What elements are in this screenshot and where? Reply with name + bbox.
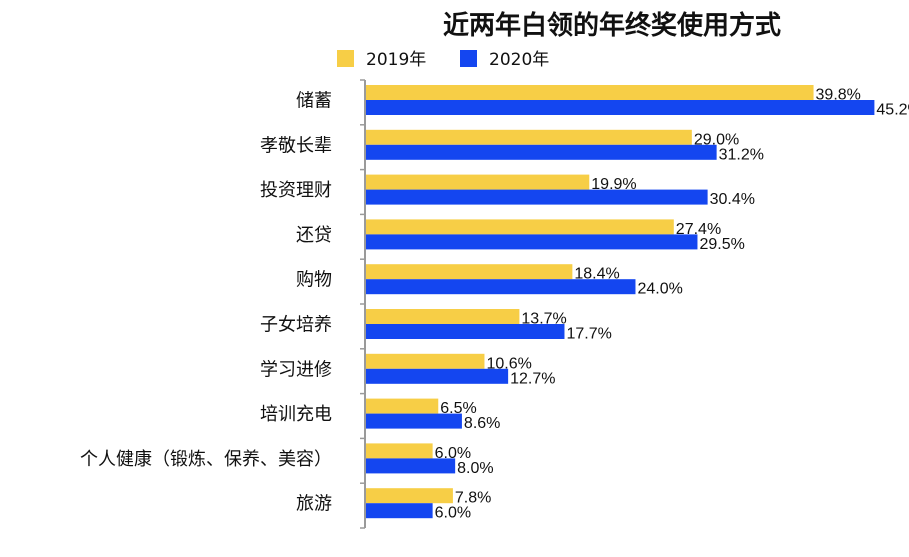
- data-label: 39.8%: [816, 87, 861, 104]
- bar-2019: [365, 443, 433, 459]
- category-label: 孝敬长辈: [260, 135, 332, 156]
- data-label: 29.0%: [694, 131, 739, 148]
- bar-2019: [365, 85, 814, 100]
- bar-2019: [365, 353, 485, 369]
- data-label: 10.6%: [486, 355, 531, 372]
- bar-2019: [365, 264, 573, 280]
- data-label: 8.0%: [457, 460, 493, 477]
- category-label: 还贷: [296, 225, 332, 246]
- data-label: 13.7%: [521, 311, 566, 328]
- data-label: 6.5%: [440, 400, 476, 417]
- data-label: 12.7%: [510, 370, 555, 387]
- legend-swatch-2019: [337, 50, 354, 67]
- category-label: 储蓄: [296, 91, 332, 112]
- legend: 2019年 2020年: [337, 50, 549, 70]
- bar-2020: [365, 458, 456, 474]
- data-label: 45.2%: [876, 102, 909, 119]
- data-label: 6.0%: [435, 505, 471, 522]
- legend-label-2020: 2020年: [489, 50, 549, 70]
- bar-2019: [365, 398, 439, 414]
- legend-swatch-2020: [460, 50, 477, 67]
- data-label: 30.4%: [710, 191, 755, 208]
- category-label: 投资理财: [260, 180, 332, 201]
- legend-label-2019: 2019年: [366, 50, 426, 70]
- bar-2020: [365, 234, 698, 250]
- bar-2020: [365, 144, 717, 160]
- category-label: 购物: [296, 270, 332, 291]
- category-label: 子女培养: [260, 315, 332, 336]
- bar-2020: [365, 279, 636, 295]
- category-label: 个人健康（锻炼、保养、美容）: [80, 449, 332, 470]
- data-label: 6.0%: [435, 445, 471, 462]
- data-label: 7.8%: [455, 490, 491, 507]
- data-label: 27.4%: [676, 221, 721, 238]
- bar-2019: [365, 309, 520, 324]
- data-label: 24.0%: [637, 281, 682, 298]
- bar-2020: [365, 413, 462, 429]
- data-label: 19.9%: [591, 176, 636, 193]
- category-label: 学习进修: [260, 359, 332, 380]
- plot-area: 储蓄孝敬长辈投资理财还贷购物子女培养学习进修培训充电个人健康（锻炼、保养、美容）…: [80, 79, 909, 529]
- bar-2020: [365, 503, 433, 519]
- data-label: 31.2%: [719, 146, 764, 163]
- data-label: 18.4%: [574, 266, 619, 283]
- category-label: 旅游: [296, 494, 332, 515]
- bar-2020: [365, 100, 875, 115]
- data-label: 17.7%: [566, 326, 611, 343]
- bar-2019: [365, 488, 453, 504]
- bar-2020: [365, 324, 565, 339]
- bar-2019: [365, 219, 674, 235]
- bar-2020: [365, 189, 708, 205]
- bar-2020: [365, 368, 509, 384]
- data-label: 8.6%: [464, 415, 500, 432]
- chart-title: 近两年白领的年终奖使用方式: [443, 10, 781, 41]
- data-label: 29.5%: [699, 236, 744, 253]
- bar-2019: [365, 129, 692, 145]
- bar-2019: [365, 174, 590, 190]
- category-label: 培训充电: [260, 404, 332, 425]
